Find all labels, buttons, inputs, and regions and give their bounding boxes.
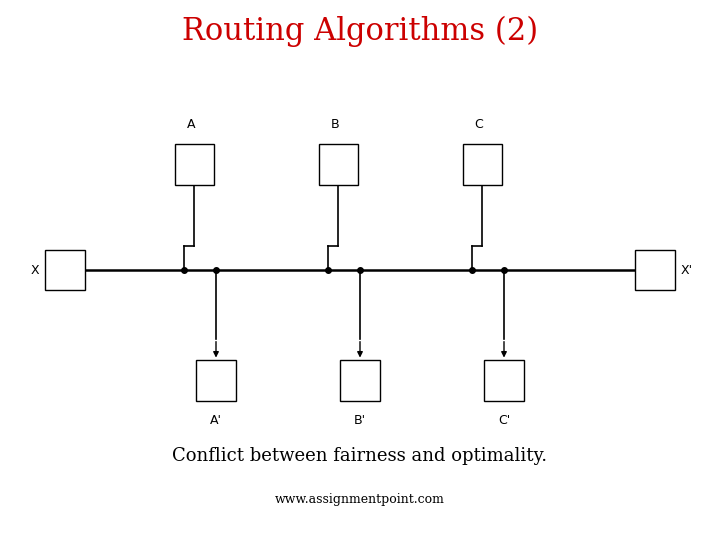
Text: A': A' xyxy=(210,415,222,428)
Text: Routing Algorithms (2): Routing Algorithms (2) xyxy=(182,16,538,48)
Text: C: C xyxy=(474,118,483,131)
Bar xyxy=(340,361,380,401)
Text: X: X xyxy=(31,264,40,276)
Bar xyxy=(196,361,236,401)
Text: B: B xyxy=(330,118,339,131)
Text: A: A xyxy=(186,118,195,131)
Bar xyxy=(175,144,215,185)
Bar xyxy=(463,144,503,185)
Text: Conflict between fairness and optimality.: Conflict between fairness and optimality… xyxy=(172,447,548,465)
Bar xyxy=(318,144,358,185)
Bar xyxy=(484,361,524,401)
Text: B': B' xyxy=(354,415,366,428)
Text: www.assignmentpoint.com: www.assignmentpoint.com xyxy=(275,493,445,506)
Text: X': X' xyxy=(681,264,693,276)
Bar xyxy=(45,249,85,291)
Bar xyxy=(636,249,675,291)
Text: C': C' xyxy=(498,415,510,428)
